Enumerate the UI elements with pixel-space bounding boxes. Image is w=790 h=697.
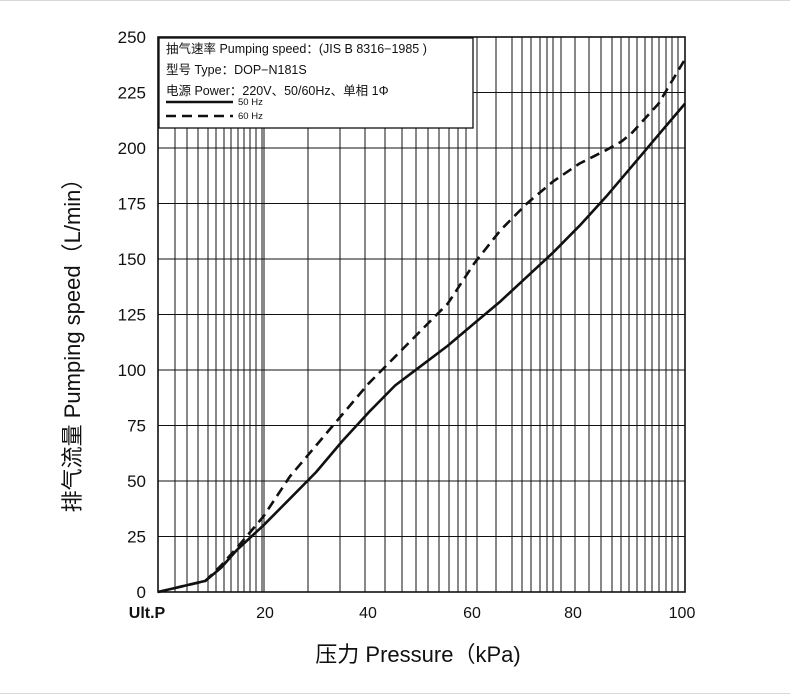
legend-info-line: 抽气速率 Pumping speed：(JIS B 8316−1985 ): [166, 41, 427, 56]
y-tick-label: 225: [118, 84, 146, 103]
y-tick-label: 175: [118, 195, 146, 214]
series-group: [157, 58, 687, 594]
y-tick-label: 250: [118, 28, 146, 47]
y-tick-label: 50: [127, 472, 146, 491]
y-tick-label: 150: [118, 250, 146, 269]
x-tick-label: Ult.P: [129, 605, 166, 622]
x-axis-title: 压力 Pressure（kPa): [315, 642, 520, 667]
legend-box: 抽气速率 Pumping speed：(JIS B 8316−1985 ) 型号 …: [158, 37, 474, 129]
legend-series-label: 60 Hz: [238, 111, 263, 122]
legend-background: [158, 37, 474, 129]
x-tick-label: 80: [564, 605, 582, 622]
y-tick-label: 125: [118, 306, 146, 325]
y-tick-label: 25: [127, 528, 146, 547]
series-line-60hz: [157, 58, 687, 594]
series-line-50hz: [157, 102, 686, 594]
legend-info-line: 电源 Power：220V、50/60Hz、单相 1Φ: [166, 84, 389, 98]
y-tick-label: 100: [118, 361, 146, 380]
x-tick-label: 20: [256, 605, 274, 622]
y-tick-label: 200: [118, 139, 146, 158]
y-axis-title: 排气流量 Pumping speed（L/min）: [60, 168, 85, 513]
x-axis-ticks: Ult.P 20 40 60 80 100: [129, 605, 696, 622]
legend-series-label: 50 Hz: [238, 97, 263, 108]
x-tick-label: 40: [359, 605, 377, 622]
bottom-border: [0, 693, 790, 694]
plot-frame: [157, 36, 686, 593]
y-tick-label: 0: [137, 583, 146, 602]
legend-info-line: 型号 Type：DOP−N181S: [166, 63, 307, 77]
x-tick-label: 100: [669, 605, 696, 622]
top-border: [0, 0, 790, 1]
y-tick-label: 75: [127, 417, 146, 436]
x-tick-label: 60: [463, 605, 481, 622]
y-axis-ticks: 0 25 50 75 100 125 150 175 200 225 250: [118, 28, 146, 602]
